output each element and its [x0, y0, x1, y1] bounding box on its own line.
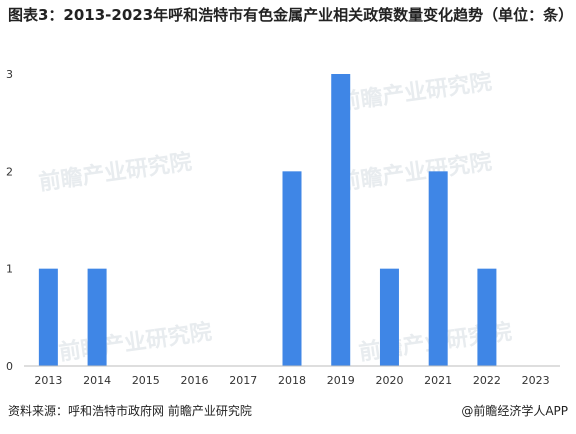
bar — [87, 268, 107, 366]
source-note: 资料来源：呼和浩特市政府网 前瞻产业研究院 — [8, 404, 252, 418]
y-axis: 0 1 2 3 — [6, 68, 13, 373]
bar — [379, 268, 399, 366]
watermark-text: 前瞻产业研究院 — [57, 319, 213, 366]
y-tick-label: 3 — [6, 68, 13, 81]
x-tick-label: 2021 — [424, 374, 452, 387]
y-tick-label: 2 — [6, 165, 13, 178]
bar — [38, 268, 58, 366]
bar — [477, 268, 497, 366]
bar — [331, 74, 351, 366]
bar — [282, 171, 302, 366]
y-tick-label: 0 — [6, 360, 13, 373]
x-tick-label: 2016 — [181, 374, 209, 387]
x-tick-label: 2013 — [34, 374, 62, 387]
chart-title: 图表3：2013-2023年呼和浩特市有色金属产业相关政策数量变化趋势（单位：条… — [8, 6, 574, 24]
x-tick-label: 2019 — [327, 374, 355, 387]
bars-group — [38, 74, 497, 366]
bar — [428, 171, 448, 366]
watermark-text: 前瞻产业研究院 — [37, 149, 193, 196]
brand-credit: @前瞻经济学人APP — [461, 404, 568, 418]
x-tick-label: 2015 — [132, 374, 160, 387]
x-tick-label: 2022 — [473, 374, 501, 387]
y-tick-label: 1 — [6, 263, 13, 276]
x-axis: 2013 2014 2015 2016 2017 2018 2019 2020 2021 2022… — [34, 374, 549, 387]
watermark-text: 前瞻产业研究院 — [337, 69, 493, 116]
x-tick-label: 2020 — [375, 374, 403, 387]
x-tick-label: 2023 — [522, 374, 550, 387]
x-tick-label: 2017 — [229, 374, 257, 387]
watermark-text: 前瞻产业研究院 — [337, 149, 493, 196]
x-tick-label: 2018 — [278, 374, 306, 387]
x-tick-label: 2014 — [83, 374, 111, 387]
